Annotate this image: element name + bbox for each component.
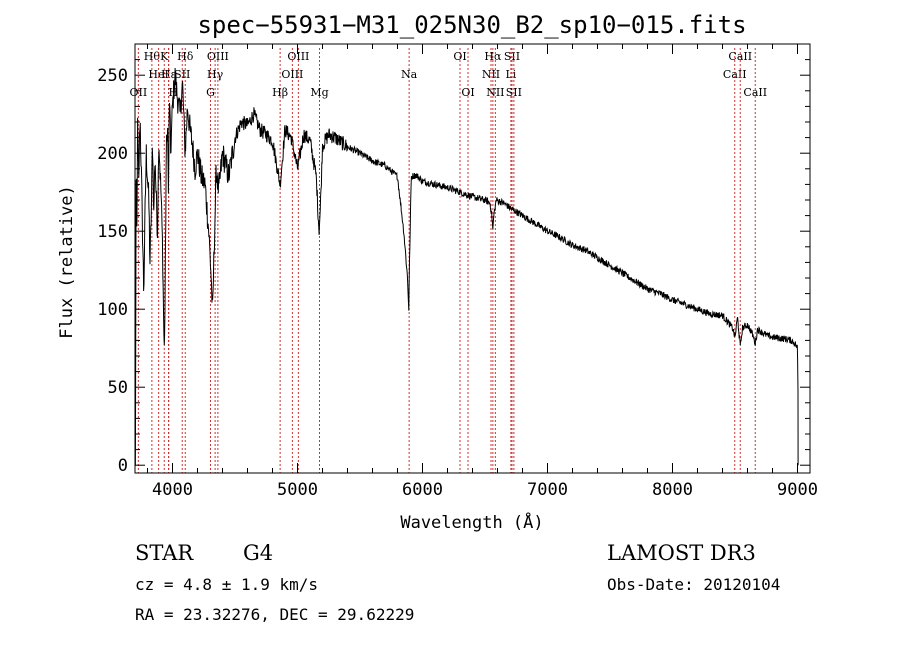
y-tick-label: 100 — [97, 300, 128, 320]
subclass: G4 — [243, 541, 273, 565]
x-tick-label: 6000 — [402, 480, 443, 500]
plot-frame — [134, 43, 811, 474]
x-tick-label: 9000 — [777, 480, 818, 500]
x-tick-label: 5000 — [277, 480, 318, 500]
line-marker-label: HeI — [148, 68, 168, 81]
x-tick-label: 8000 — [652, 480, 693, 500]
y-tick-label: 150 — [97, 222, 128, 242]
spectrum-line — [134, 67, 799, 466]
line-marker-label: OIII — [287, 50, 309, 63]
obs-date: Obs-Date: 20120104 — [607, 575, 780, 594]
object-class: STAR — [135, 541, 194, 565]
line-marker-label: Hθ — [144, 50, 161, 63]
y-tick-label: 250 — [97, 66, 128, 86]
line-marker-label: Hδ — [177, 50, 194, 63]
line-marker-label: Na — [401, 68, 418, 81]
redshift-cz: cz = 4.8 ± 1.9 km/s — [135, 575, 318, 594]
x-tick-label: 4000 — [152, 480, 193, 500]
line-marker-label: CaII — [723, 68, 747, 81]
line-marker-label: Hε — [161, 68, 177, 81]
survey-name: LAMOST DR3 — [607, 541, 756, 565]
y-tick-label: 0 — [118, 456, 128, 476]
y-axis-label: Flux (relative) — [57, 185, 77, 339]
line-marker-label: SII — [504, 50, 520, 63]
line-marker-label: Li — [505, 68, 516, 81]
y-tick-label: 50 — [108, 378, 128, 398]
line-marker-label: OI — [453, 50, 466, 63]
line-marker-label: OII — [130, 86, 148, 99]
line-marker-label: SII — [174, 68, 190, 81]
line-marker-label: Hγ — [207, 68, 224, 81]
line-marker-group: OIIHθHeIKHεHHδSIIGHγOIIIHβOIIIOIIIMgNaOI… — [130, 48, 767, 473]
line-marker-label: NII — [482, 68, 500, 81]
line-marker-label: CaII — [728, 50, 752, 63]
line-marker-label: K — [160, 50, 169, 63]
line-marker-label: Hβ — [272, 86, 288, 99]
y-tick-label: 200 — [97, 144, 128, 164]
line-marker-label: Hα — [484, 50, 502, 63]
line-marker-label: OIII — [207, 50, 229, 63]
line-marker-label: CaII — [743, 86, 767, 99]
line-marker-label: NII — [486, 86, 504, 99]
x-tick-label: 7000 — [527, 480, 568, 500]
line-marker-label: OI — [461, 86, 474, 99]
line-marker-label: OIII — [281, 68, 303, 81]
line-marker-label: SII — [506, 86, 522, 99]
line-marker-label: G — [206, 86, 215, 99]
ra-dec: RA = 23.32276, DEC = 29.62229 — [135, 605, 414, 624]
axis-ticks: 4000 5000 6000 7000 8000 9000 0 50 100 150 200 250 — [97, 44, 818, 500]
x-axis-label: Wavelength (Å) — [400, 511, 543, 533]
chart-title: spec−55931−M31_025N30_B2_sp10−015.fits — [197, 11, 746, 39]
line-marker-label: Mg — [310, 86, 328, 99]
